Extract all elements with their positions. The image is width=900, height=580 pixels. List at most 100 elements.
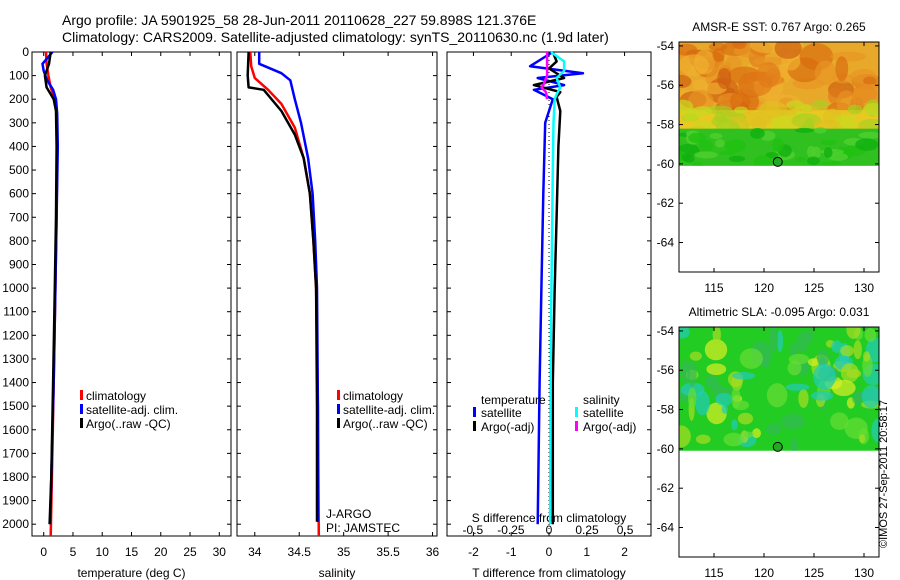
y-tick-label: 1200 xyxy=(2,328,29,342)
series-line-2 xyxy=(43,51,58,525)
y-tick-label: 0 xyxy=(22,45,29,59)
sst-patch xyxy=(753,57,789,66)
sla-patch xyxy=(871,418,879,443)
y-tick-label: 800 xyxy=(9,234,29,248)
sst-patch xyxy=(858,131,879,139)
x-tick-label: 130 xyxy=(854,281,874,295)
sla-patch xyxy=(721,404,728,414)
sst-patch xyxy=(823,147,833,158)
sla-field xyxy=(679,327,879,557)
legend-label: satellite xyxy=(583,406,624,420)
sla-patch xyxy=(852,391,864,406)
sst-patch xyxy=(814,127,827,134)
x-tick-label: 130 xyxy=(854,566,874,580)
sla-patch xyxy=(864,327,877,342)
legend-swatch xyxy=(337,418,340,428)
sla-patch xyxy=(723,432,744,447)
y-tick-label: -64 xyxy=(657,236,675,250)
x-tick-label: 35.5 xyxy=(376,545,400,559)
legend-swatch xyxy=(80,390,83,400)
sst-patch xyxy=(777,109,797,116)
sst_map: 115 120 125 130 -54 -56 -58 -60 -62 -64 AMSR-E SST… xyxy=(657,20,880,295)
sla-patch xyxy=(830,412,849,430)
legend-swatch xyxy=(473,421,476,431)
sla-patch xyxy=(731,387,741,409)
x-tick-label: 34.5 xyxy=(288,545,312,559)
sla-patch xyxy=(787,360,802,376)
sla-patch xyxy=(681,360,691,384)
sst-patch xyxy=(734,106,748,114)
sla-patch xyxy=(760,354,771,368)
legend-header: temperature xyxy=(481,393,546,407)
sst-patch xyxy=(712,48,725,63)
y-tick-label: 200 xyxy=(9,92,29,106)
sla-patch xyxy=(798,388,809,408)
series-line-2 xyxy=(246,51,319,522)
series-line-3 xyxy=(540,52,549,100)
y-tick-label: -60 xyxy=(657,442,675,456)
credit-stamp: ©IMOS 27-Sep-2011 20:58:17 xyxy=(878,400,890,548)
sst-patch xyxy=(830,51,866,62)
sst-patch xyxy=(807,145,816,159)
sla-patch xyxy=(811,390,834,401)
y-tick-label: 1500 xyxy=(2,399,29,413)
sla-patch xyxy=(807,358,819,367)
sla-patch xyxy=(863,351,871,362)
sla-patch xyxy=(732,372,756,380)
sla-patch xyxy=(715,392,733,406)
sla-patch xyxy=(752,428,761,439)
legend-label: climatology xyxy=(86,389,146,403)
legend-label: Argo(..raw -QC) xyxy=(86,417,171,431)
x-tick-label: 15 xyxy=(125,545,139,559)
y-tick-label: 500 xyxy=(9,163,29,177)
s-tick-label: -0.25 xyxy=(497,523,525,537)
s-tick-label: 0 xyxy=(546,523,553,537)
sst-patch xyxy=(679,99,694,113)
sst-patch xyxy=(753,155,773,169)
sla-patch xyxy=(706,402,727,425)
y-tick-label: 100 xyxy=(9,69,29,83)
sla-patch xyxy=(712,327,721,345)
sla-patch xyxy=(704,339,728,361)
x-tick-label: 20 xyxy=(154,545,168,559)
sla-patch xyxy=(840,345,854,357)
legend-label: climatology xyxy=(343,389,403,403)
sst-patch xyxy=(765,151,779,159)
sst-patch xyxy=(750,128,765,139)
x-tick-label: 115 xyxy=(704,281,723,295)
sla-patch xyxy=(695,391,710,416)
legend-label: satellite-adj. clim. xyxy=(343,403,435,417)
sla-patch xyxy=(796,331,809,353)
sst-frame xyxy=(678,41,880,273)
salinity-panel: 34 34.5 35 35.5 36 salinity xyxy=(236,51,440,580)
sla-patch xyxy=(737,412,754,425)
y-tick-label: 400 xyxy=(9,139,29,153)
legend-swatch xyxy=(575,407,578,417)
x-tick-label: 0 xyxy=(546,545,553,559)
sst-patch xyxy=(694,151,718,159)
sla-patch xyxy=(785,383,810,391)
legend-swatch xyxy=(337,404,340,414)
x-tick-label: 120 xyxy=(754,281,774,295)
x-axis-label: T difference from climatology xyxy=(472,566,626,580)
sla-patch xyxy=(831,379,856,397)
float-annotation: PI: JAMSTEC xyxy=(326,521,400,535)
sst-patch xyxy=(732,42,747,50)
sst-patch xyxy=(813,119,840,130)
sst-patch xyxy=(847,104,863,115)
sla-patch xyxy=(768,327,779,352)
sst-title: AMSR-E SST: 0.767 Argo: 0.265 xyxy=(692,20,866,34)
y-tick-label: -62 xyxy=(657,481,675,495)
series-line-2 xyxy=(548,50,566,525)
sla-patch xyxy=(706,363,727,376)
s-tick-label: 0.5 xyxy=(617,523,634,537)
sst-patch xyxy=(692,79,708,91)
y-tick-label: 600 xyxy=(9,187,29,201)
x-tick-label: 36 xyxy=(426,545,440,559)
y-tick-label: 1400 xyxy=(2,376,29,390)
x-tick-label: 2 xyxy=(621,545,628,559)
sst-patch xyxy=(714,111,726,123)
sst-patch xyxy=(786,100,805,111)
y-tick-label: 1000 xyxy=(2,281,29,295)
